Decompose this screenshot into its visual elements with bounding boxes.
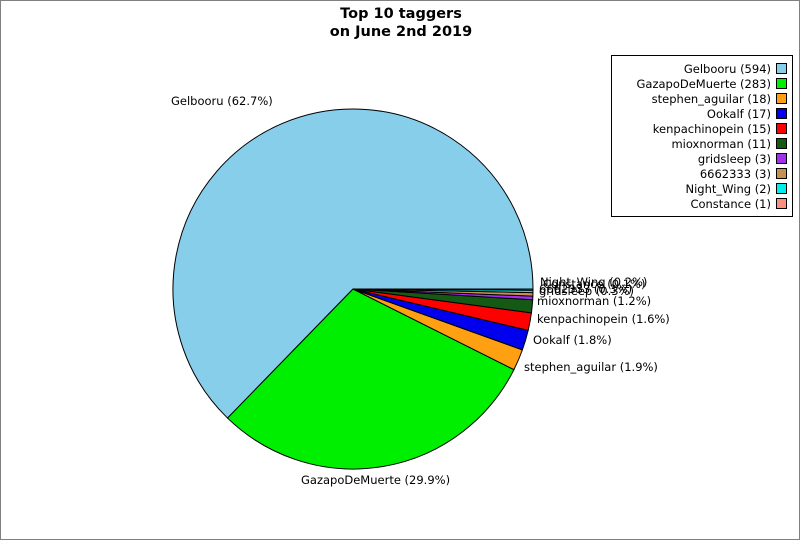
legend-item-kenpachinopein[interactable]: kenpachinopein (15) (616, 121, 787, 136)
title-line-1: Top 10 taggers (340, 6, 462, 22)
legend-item-stephen_aguilar[interactable]: stephen_aguilar (18) (616, 91, 787, 106)
legend-label: Gelbooru (594) (683, 61, 771, 76)
pie-label-night_wing: Night_Wing (0.2%) (540, 275, 647, 289)
legend-label: GazapoDeMuerte (283) (636, 76, 772, 91)
page-title: Top 10 taggers on June 2nd 2019 (1, 5, 799, 41)
legend-item-6662333[interactable]: 6662333 (3) (616, 166, 787, 181)
pie-label-gridsleep: gridsleep (0.3%) (539, 284, 634, 298)
legend-item-constance[interactable]: Constance (1) (616, 196, 787, 211)
pie-slice-gelbooru[interactable] (172, 108, 534, 419)
pie-label-constance: Constance (0.1%) (543, 277, 645, 291)
legend-label: 6662333 (3) (699, 166, 771, 181)
pie-label-6662333: 6662333 (0.3%) (539, 282, 632, 296)
legend-swatch-icon (776, 138, 787, 149)
legend-label: gridsleep (3) (697, 151, 771, 166)
pie-label-group: Gelbooru (62.7%) GazapoDeMuerte (29.9%) st… (171, 94, 670, 487)
pie-slice-constance[interactable] (352, 288, 534, 291)
legend-item-ookalf[interactable]: Ookalf (17) (616, 106, 787, 121)
legend-label: Ookalf (17) (706, 106, 771, 121)
legend-item-gazapodemuerte[interactable]: GazapoDeMuerte (283) (616, 76, 787, 91)
legend-label: stephen_aguilar (18) (651, 91, 771, 106)
legend-swatch-icon (776, 198, 787, 209)
pie-label-stephen_aguilar: stephen_aguilar (1.9%) (524, 360, 658, 374)
legend-label: Constance (1) (690, 196, 771, 211)
legend-item-mioxnorman[interactable]: mioxnorman (11) (616, 136, 787, 151)
legend-swatch-icon (776, 78, 787, 89)
legend-label: Night_Wing (2) (685, 181, 772, 196)
legend-swatch-icon (776, 108, 787, 119)
legend-item-gelbooru[interactable]: Gelbooru (594) (616, 61, 787, 76)
legend-swatch-icon (776, 153, 787, 164)
legend-swatch-icon (776, 93, 787, 104)
pie-label-mioxnorman: mioxnorman (1.2%) (537, 294, 651, 308)
title-line-2: on June 2nd 2019 (329, 24, 473, 40)
legend-item-night_wing[interactable]: Night_Wing (2) (616, 181, 787, 196)
legend-label: mioxnorman (11) (671, 136, 771, 151)
pie-slice-group (172, 108, 534, 470)
pie-label-gazapodemuerte: GazapoDeMuerte (29.9%) (301, 473, 450, 487)
legend: Gelbooru (594) GazapoDeMuerte (283) stephe… (611, 55, 793, 217)
legend-swatch-icon (776, 168, 787, 179)
legend-item-gridsleep[interactable]: gridsleep (3) (616, 151, 787, 166)
legend-swatch-icon (776, 123, 787, 134)
legend-swatch-icon (776, 63, 787, 74)
pie-label-gelbooru: Gelbooru (62.7%) (171, 94, 273, 108)
pie-label-ookalf: Ookalf (1.8%) (533, 333, 612, 347)
legend-label: kenpachinopein (15) (652, 121, 771, 136)
legend-swatch-icon (776, 183, 787, 194)
pie-label-kenpachinopein: kenpachinopein (1.6%) (537, 312, 670, 326)
